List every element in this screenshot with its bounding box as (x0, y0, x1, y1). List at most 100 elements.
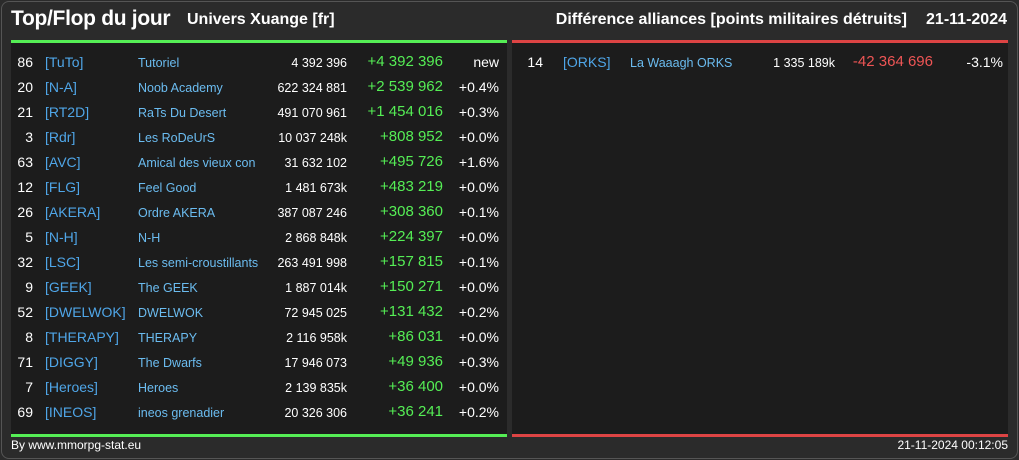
table-row: 8 [THERAPY] THERAPY 2 116 958k +86 031 +0.0% (11, 325, 507, 350)
diff-cell: +131 432 (380, 303, 443, 320)
diff-cell: +4 392 396 (367, 53, 444, 70)
alliance-name-link[interactable]: Amical des vieux con (138, 156, 256, 170)
rank-cell: 21 (17, 104, 33, 120)
table-row: 9 [GEEK] The GEEK 1 887 014k +150 271 +0.0% (11, 275, 507, 300)
diff-cell: +495 726 (380, 153, 443, 170)
rank-cell: 7 (25, 379, 33, 395)
alliance-name-link[interactable]: Les semi-croustillants (138, 256, 259, 270)
points-cell: 2 116 958k (286, 331, 347, 345)
percent-cell: +0.0% (458, 129, 499, 145)
alliance-tag-link[interactable]: [ORKS] (563, 54, 611, 70)
points-cell: 72 945 025 (284, 306, 347, 320)
alliance-tag-link[interactable]: [Heroes] (45, 379, 98, 395)
rank-cell: 69 (17, 404, 33, 420)
alliance-name-link[interactable]: Heroes (138, 381, 179, 395)
points-cell: 622 324 881 (277, 81, 347, 95)
diff-cell: +224 397 (380, 228, 443, 245)
rank-cell: 8 (25, 329, 33, 345)
percent-cell: +0.2% (458, 304, 499, 320)
table-row: 12 [FLG] Feel Good 1 481 673k +483 219 +0.0% (11, 175, 507, 200)
alliance-name-link[interactable]: Tutoriel (138, 56, 180, 70)
alliance-name-link[interactable]: The Dwarfs (138, 356, 202, 370)
table-row: 86 [TuTo] Tutoriel 4 392 396 +4 392 396 new (11, 50, 507, 75)
percent-cell: +0.1% (458, 204, 499, 220)
alliance-tag-link[interactable]: [FLG] (45, 179, 81, 195)
percent-cell: +0.0% (458, 329, 499, 345)
footer-timestamp: 21-11-2024 00:12:05 (897, 438, 1008, 452)
diff-cell: +483 219 (380, 178, 443, 195)
alliance-tag-link[interactable]: [RT2D] (45, 104, 90, 120)
points-cell: 17 946 073 (284, 356, 347, 370)
points-cell: 1 887 014k (285, 281, 347, 295)
rank-cell: 86 (17, 54, 33, 70)
alliance-tag-link[interactable]: [INEOS] (45, 404, 97, 420)
points-cell: 2 139 835k (285, 381, 347, 395)
alliance-name-link[interactable]: Les RoDeUrS (138, 131, 216, 145)
percent-cell: +0.2% (458, 404, 499, 420)
table-row: 26 [AKERA] Ordre AKERA 387 087 246 +308 360 +… (11, 200, 507, 225)
rank-cell: 32 (17, 254, 33, 270)
table-row: 69 [INEOS] ineos grenadier 20 326 306 +36 24… (11, 400, 507, 425)
alliance-tag-link[interactable]: [LSC] (45, 254, 81, 270)
flop-panel: 14 [ORKS] La Waaagh ORKS 1 335 189k -42 364 … (512, 40, 1008, 437)
top-panel: 86 [TuTo] Tutoriel 4 392 396 +4 392 396 new 20… (11, 40, 507, 437)
top-list: 86 [TuTo] Tutoriel 4 392 396 +4 392 396 new 20… (11, 50, 507, 425)
alliance-tag-link[interactable]: [AVC] (45, 154, 81, 170)
alliance-tag-link[interactable]: [AKERA] (45, 204, 101, 220)
points-cell: 491 070 961 (277, 106, 347, 120)
alliance-tag-link[interactable]: [DWELWOK] (45, 304, 126, 320)
alliance-tag-link[interactable]: [GEEK] (45, 279, 92, 295)
diff-cell: +49 936 (388, 353, 443, 370)
percent-cell: +0.3% (458, 354, 499, 370)
alliance-name-link[interactable]: THERAPY (138, 331, 198, 345)
alliance-name-link[interactable]: RaTs Du Desert (138, 106, 227, 120)
diff-cell: +2 539 962 (367, 78, 444, 95)
rank-cell: 3 (25, 129, 33, 145)
table-row: 32 [LSC] Les semi-croustillants 263 491 998… (11, 250, 507, 275)
table-row: 52 [DWELWOK] DWELWOK 72 945 025 +131 432 +0.2… (11, 300, 507, 325)
points-cell: 387 087 246 (277, 206, 347, 220)
percent-cell: +1.6% (458, 154, 499, 170)
alliance-name-link[interactable]: Ordre AKERA (138, 206, 216, 220)
rank-cell: 12 (17, 179, 33, 195)
alliance-tag-link[interactable]: [Rdr] (45, 129, 76, 145)
points-cell: 10 037 248k (278, 131, 347, 145)
diff-cell: -42 364 696 (852, 53, 933, 70)
alliance-tag-link[interactable]: [THERAPY] (45, 329, 119, 345)
alliance-name-link[interactable]: La Waaagh ORKS (630, 56, 733, 70)
diff-cell: +86 031 (388, 328, 443, 345)
alliance-tag-link[interactable]: [TuTo] (45, 54, 84, 70)
alliance-name-link[interactable]: Feel Good (138, 181, 197, 195)
percent-cell: +0.4% (458, 79, 499, 95)
alliance-name-link[interactable]: ineos grenadier (138, 406, 225, 420)
alliance-name-link[interactable]: N-H (138, 231, 161, 245)
alliance-name-link[interactable]: The GEEK (138, 281, 198, 295)
table-row: 71 [DIGGY] The Dwarfs 17 946 073 +49 936 +0.3… (11, 350, 507, 375)
alliance-tag-link[interactable]: [N-H] (45, 229, 78, 245)
alliance-tag-link[interactable]: [DIGGY] (45, 354, 98, 370)
table-row: 20 [N-A] Noob Academy 622 324 881 +2 539 962… (11, 75, 507, 100)
points-cell: 4 392 396 (291, 56, 347, 70)
diff-cell: +308 360 (380, 203, 443, 220)
alliance-tag-link[interactable]: [N-A] (45, 79, 77, 95)
percent-cell: +0.0% (458, 179, 499, 195)
rank-cell: 52 (17, 304, 33, 320)
percent-cell: +0.3% (458, 104, 499, 120)
category-label: Différence alliances [points militaires … (555, 11, 907, 28)
rank-cell: 63 (17, 154, 33, 170)
table-row: 5 [N-H] N-H 2 868 848k +224 397 +0.0% (11, 225, 507, 250)
diff-cell: +36 400 (388, 378, 443, 395)
footer-source: By www.mmorpg-stat.eu (11, 438, 142, 452)
table-row: 63 [AVC] Amical des vieux con 31 632 102 +49… (11, 150, 507, 175)
alliance-name-link[interactable]: Noob Academy (138, 81, 223, 95)
percent-cell: -3.1% (966, 54, 1003, 70)
points-cell: 263 491 998 (277, 256, 347, 270)
table-row: 14 [ORKS] La Waaagh ORKS 1 335 189k -42 364 … (512, 50, 1008, 75)
diff-cell: +1 454 016 (367, 103, 444, 120)
rank-cell: 71 (17, 354, 33, 370)
alliance-name-link[interactable]: DWELWOK (138, 306, 204, 320)
points-cell: 31 632 102 (284, 156, 347, 170)
points-cell: 20 326 306 (284, 406, 347, 420)
diff-cell: +808 952 (380, 128, 443, 145)
table-row: 3 [Rdr] Les RoDeUrS 10 037 248k +808 952 +0.0… (11, 125, 507, 150)
